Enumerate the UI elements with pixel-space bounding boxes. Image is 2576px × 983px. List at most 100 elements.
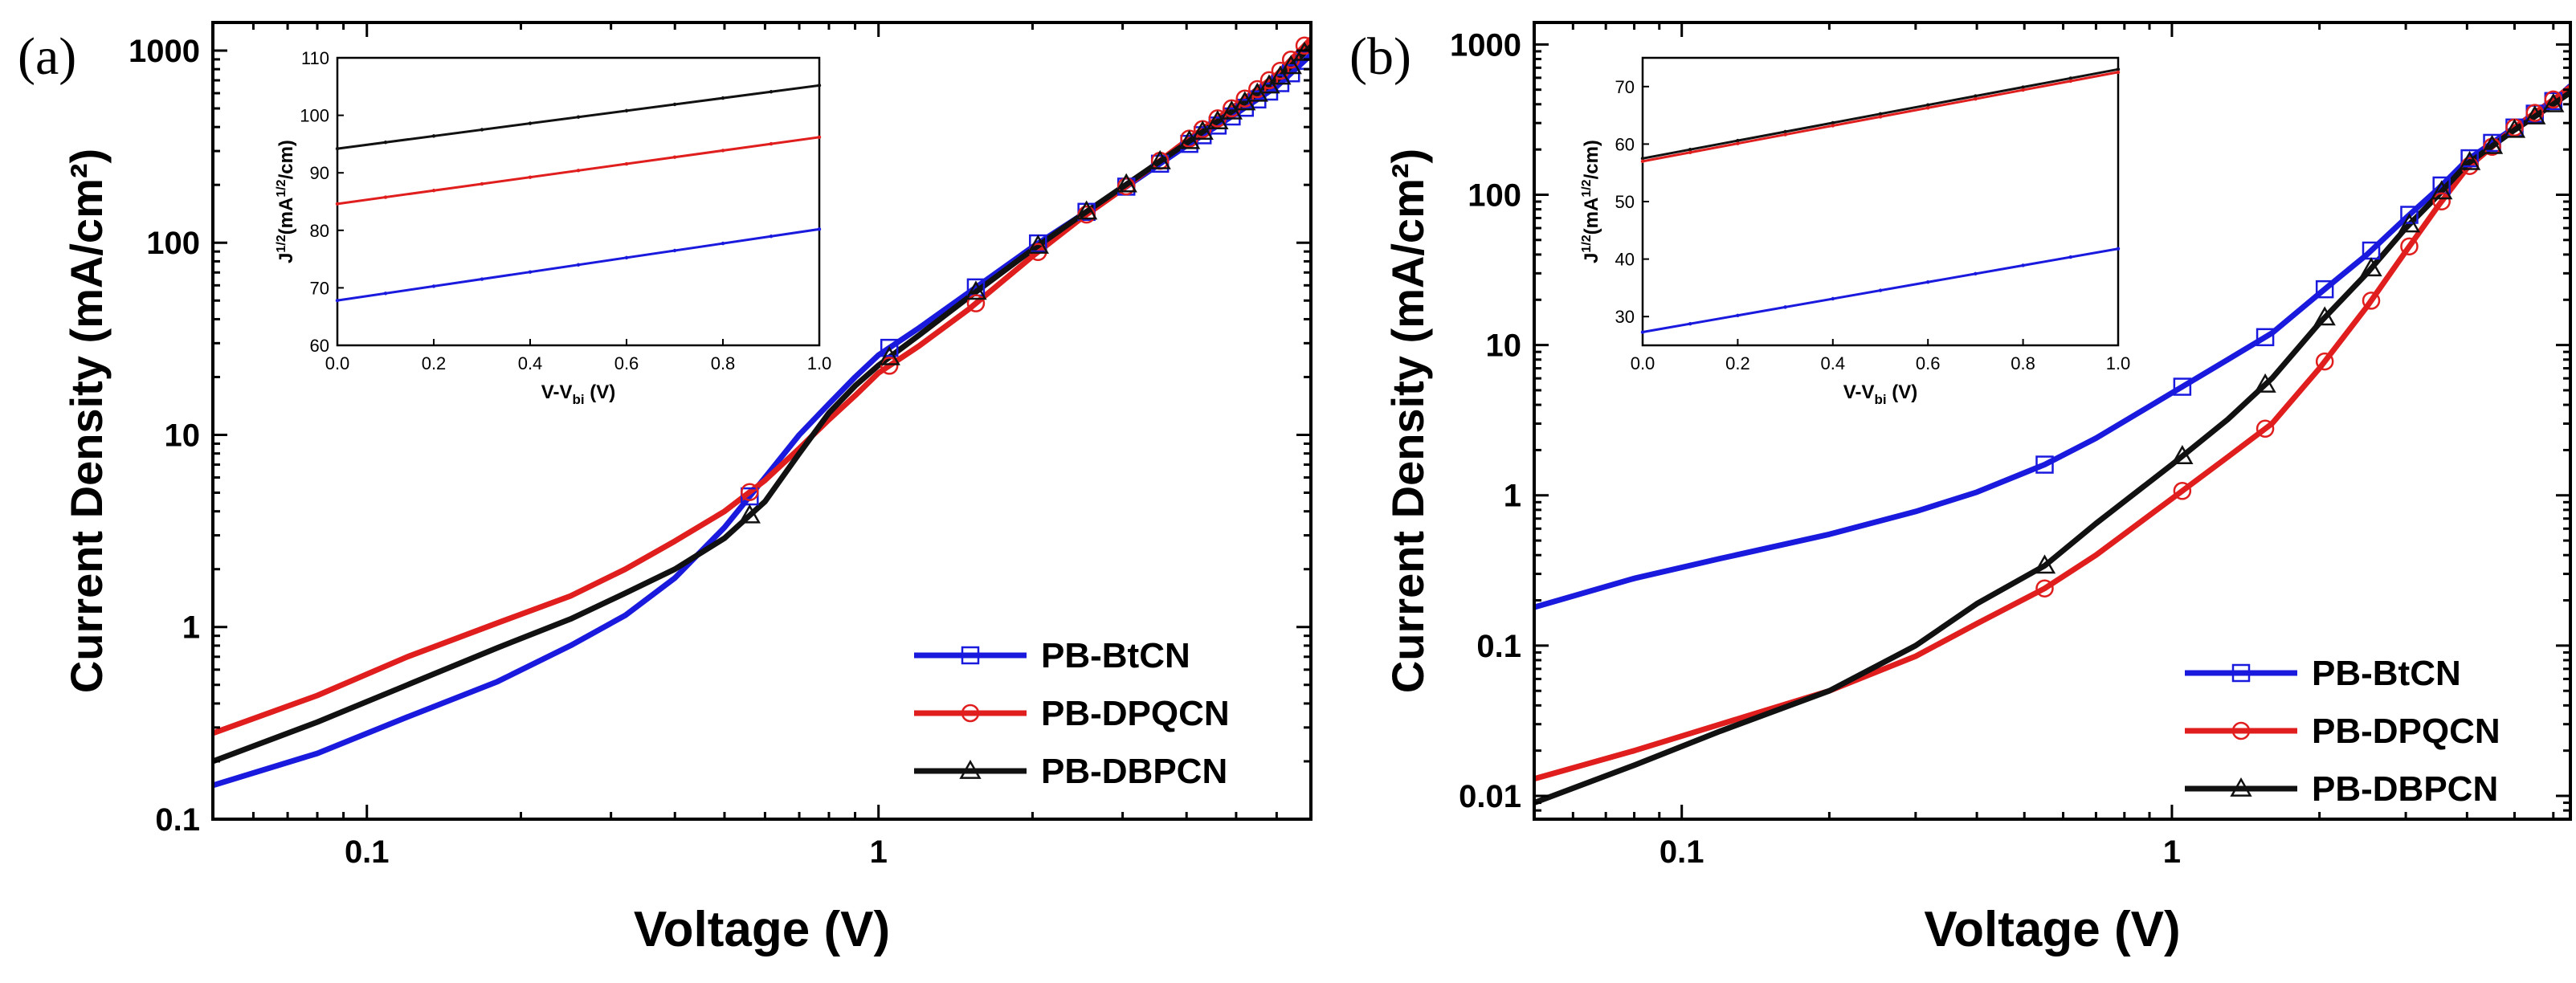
inset-point [1831, 120, 1835, 125]
y-tick-label: 0.1 [1476, 629, 1521, 664]
inset-point [817, 84, 822, 88]
marker-PB-DBPCN [1280, 55, 1302, 75]
inset-point [2116, 67, 2121, 71]
inset-point [1878, 112, 1883, 116]
inset-x-label: V-Vbi (V) [1843, 381, 1917, 407]
chart-panel-b: (b) 0.01 0.1 1 10 100 1000 0.1 1 Voltage (V) Curre… [1349, 21, 2572, 957]
marker-PB-DPQCN [880, 357, 899, 375]
inset-x-tick-label: 1.0 [807, 353, 832, 373]
inset-x-tick-label: 0.6 [614, 353, 639, 373]
marker-PB-BtCN [2035, 455, 2054, 474]
inset-point [2021, 85, 2025, 89]
marker-PB-DBPCN [878, 345, 900, 365]
inset-point [624, 161, 629, 166]
marker-PB-DPQCN [1271, 61, 1290, 80]
y-tick-label: 0.01 [1459, 779, 1521, 814]
legend: PB-BtCN PB-DPQCN PB-DBPCN [914, 636, 1230, 791]
inset-x-tick-label: 0.2 [422, 353, 447, 373]
marker-PB-DPQCN [2173, 482, 2192, 500]
inset-point [576, 263, 581, 267]
marker-PB-DBPCN [2542, 92, 2565, 112]
inset-point [480, 128, 484, 132]
inset-point [1640, 157, 1645, 161]
legend-marker [2231, 663, 2251, 683]
inset-frame [1641, 56, 2120, 347]
series-line-PB-BtCN [1534, 84, 2570, 610]
inset-point [1974, 271, 1978, 276]
inset-point [1926, 280, 1930, 284]
inset-y-tick-label: 40 [1615, 250, 1635, 270]
x-axis-title: Voltage (V) [1924, 902, 2180, 957]
series-line-PB-DBPCN [213, 44, 1311, 765]
marker-PB-BtCN [2400, 206, 2419, 224]
inset-point [1974, 94, 1978, 98]
marker-PB-DBPCN [1206, 110, 1229, 129]
marker-PB-DBPCN [1115, 173, 1137, 193]
x-tick-label: 0.1 [1659, 834, 1704, 870]
inset-x-label: V-Vbi (V) [541, 381, 615, 407]
inset-point [335, 298, 340, 303]
inset-point [672, 102, 677, 107]
legend: PB-BtCN PB-DPQCN PB-DBPCN [2185, 654, 2500, 809]
inset-point [2068, 76, 2072, 80]
marker-PB-DPQCN [2544, 90, 2563, 109]
panel-label: (a) [18, 27, 76, 86]
plot-area [1534, 84, 2570, 806]
inset-point [480, 277, 484, 281]
inset-point [2021, 88, 2025, 92]
marker-PB-DPQCN [741, 483, 759, 501]
legend-label: PB-DBPCN [1041, 752, 1227, 791]
marker-PB-DBPCN [738, 504, 761, 524]
y-tick-label: 1000 [129, 34, 200, 69]
inset-point [1688, 148, 1692, 152]
marker-PB-DPQCN [1248, 80, 1267, 99]
y-tick-label: 1 [1504, 479, 1521, 514]
inset-y-tick-label: 70 [1615, 77, 1635, 97]
plot-frame [211, 21, 1312, 821]
marker-PB-BtCN [2173, 377, 2192, 396]
marker-PB-DBPCN [2458, 150, 2481, 170]
marker-PB-DBPCN [1027, 235, 1049, 254]
inset-point [1736, 141, 1740, 145]
inset-point [528, 270, 533, 274]
marker-PB-DPQCN [1259, 71, 1279, 90]
inset-point [383, 195, 388, 199]
inset-chart: 0.0 0.2 0.4 0.6 0.8 1.0 60 70 80 90 100 110 V-Vbi (V… [275, 48, 831, 407]
inset-point [528, 121, 533, 125]
inset-point [1640, 159, 1645, 164]
marker-PB-BtCN [2460, 149, 2479, 168]
inset-x-tick-label: 0.8 [2011, 353, 2035, 373]
inset-point [431, 189, 436, 193]
marker-PB-DBPCN [1269, 65, 1292, 85]
panel-label: (b) [1349, 27, 1411, 86]
inset-point [576, 115, 581, 119]
plot-frame [1533, 21, 2572, 821]
marker-PB-DPQCN [2362, 292, 2381, 310]
legend-marker [959, 759, 982, 779]
inset-y-tick-label: 70 [310, 278, 329, 298]
marker-PB-DBPCN [2524, 105, 2546, 124]
marker-PB-DBPCN [1178, 129, 1201, 149]
legend-label: PB-DBPCN [2312, 769, 2498, 809]
y-tick-label: 1 [182, 610, 200, 646]
inset-frame [336, 56, 821, 347]
inset-point [335, 146, 340, 151]
marker-PB-BtCN [2315, 279, 2334, 299]
marker-PB-DBPCN [2503, 118, 2526, 138]
inset-chart: 0.0 0.2 0.4 0.6 0.8 1.0 30 40 50 60 70 V-Vbi (V) J1/… [1580, 56, 2130, 407]
marker-PB-DBPCN [1191, 120, 1214, 141]
inset-x-tick-label: 0.4 [518, 353, 543, 373]
y-tick-label: 100 [146, 226, 200, 261]
marker-PB-DBPCN [1076, 200, 1098, 220]
y-tick-label: 1000 [1450, 27, 1521, 63]
inset-point [721, 149, 725, 153]
inset-point [1878, 115, 1883, 119]
inset-y-tick-label: 30 [1615, 307, 1635, 327]
inset-point [1831, 296, 1835, 301]
inset-point [2116, 247, 2121, 251]
marker-PB-DPQCN [2315, 352, 2334, 371]
y-tick-label: 100 [1468, 177, 1521, 213]
inset-point [2068, 255, 2072, 259]
x-axis-title: Voltage (V) [634, 902, 890, 957]
